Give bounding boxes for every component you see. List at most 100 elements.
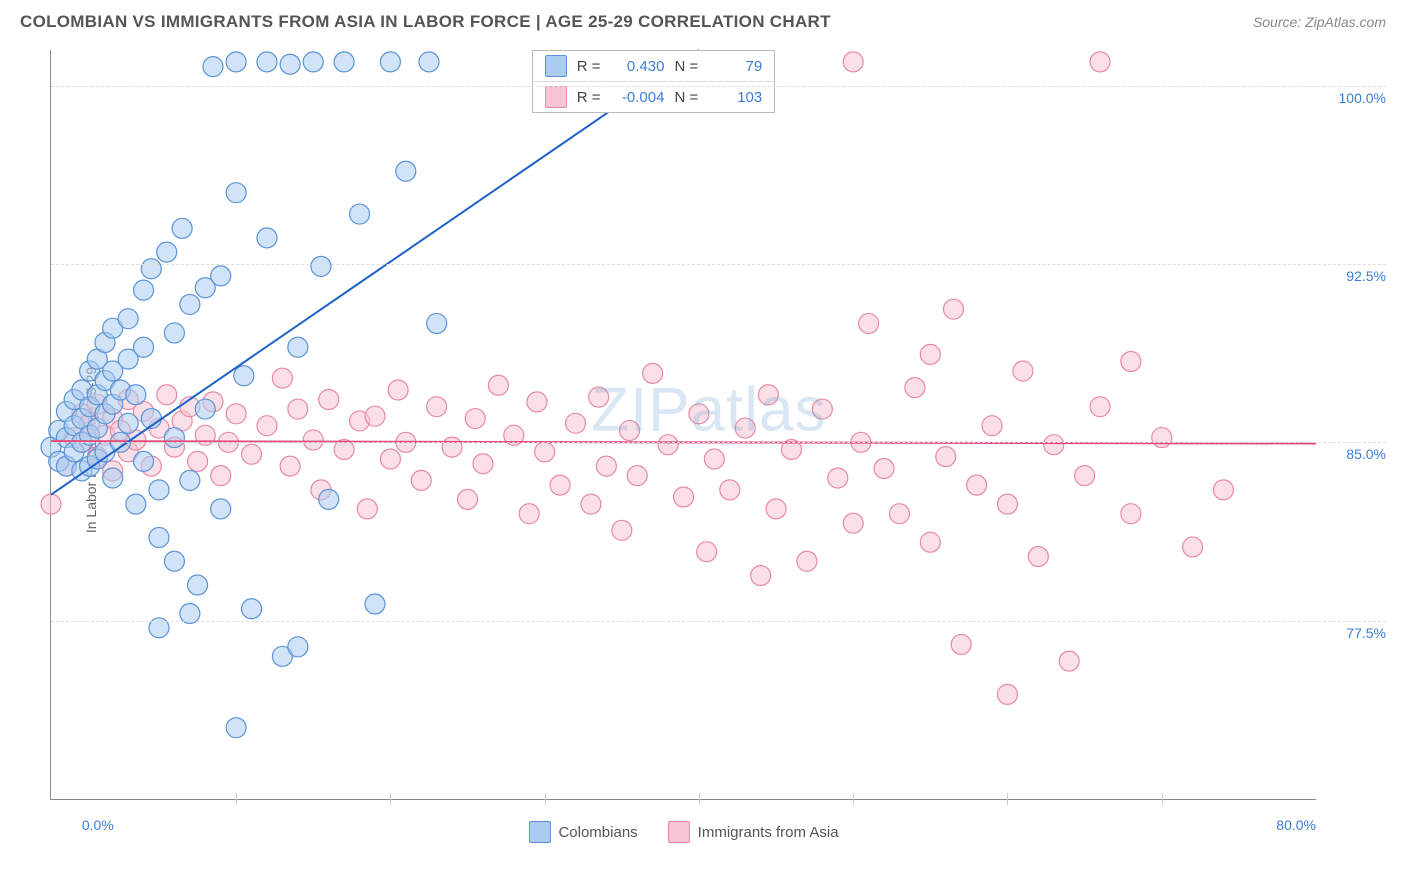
n-label: N = bbox=[674, 58, 698, 75]
point-asia bbox=[967, 475, 987, 495]
point-asia bbox=[303, 430, 323, 450]
y-tick-label: 100.0% bbox=[1331, 90, 1386, 106]
x-tick bbox=[853, 793, 854, 805]
point-asia bbox=[465, 409, 485, 429]
point-asia bbox=[1028, 546, 1048, 566]
point-colombians bbox=[134, 337, 154, 357]
point-asia bbox=[627, 466, 647, 486]
point-colombians bbox=[118, 413, 138, 433]
point-asia bbox=[943, 299, 963, 319]
point-colombians bbox=[311, 256, 331, 276]
point-colombians bbox=[427, 313, 447, 333]
point-asia bbox=[735, 418, 755, 438]
point-asia bbox=[427, 397, 447, 417]
swatch-colombians-icon bbox=[528, 821, 550, 843]
gridline-h bbox=[51, 621, 1386, 622]
stats-legend-box: R = 0.430 N = 79 R = -0.004 N = 103 bbox=[532, 50, 776, 113]
point-asia bbox=[843, 513, 863, 533]
point-asia bbox=[41, 494, 61, 514]
point-colombians bbox=[419, 52, 439, 72]
point-colombians bbox=[257, 52, 277, 72]
point-asia bbox=[704, 449, 724, 469]
point-colombians bbox=[118, 309, 138, 329]
point-asia bbox=[458, 489, 478, 509]
point-colombians bbox=[134, 280, 154, 300]
point-asia bbox=[797, 551, 817, 571]
point-colombians bbox=[149, 527, 169, 547]
point-asia bbox=[1075, 466, 1095, 486]
point-colombians bbox=[234, 366, 254, 386]
x-tick-label: 0.0% bbox=[82, 799, 114, 833]
point-asia bbox=[1213, 480, 1233, 500]
legend-item-colombians: Colombians bbox=[528, 821, 637, 843]
point-colombians bbox=[149, 480, 169, 500]
point-colombians bbox=[226, 183, 246, 203]
gridline-h bbox=[51, 264, 1386, 265]
point-asia bbox=[1013, 361, 1033, 381]
point-asia bbox=[226, 404, 246, 424]
point-colombians bbox=[180, 470, 200, 490]
point-colombians bbox=[350, 204, 370, 224]
point-asia bbox=[157, 385, 177, 405]
x-tick-label: 80.0% bbox=[1276, 799, 1316, 833]
point-asia bbox=[751, 565, 771, 585]
x-tick bbox=[390, 793, 391, 805]
point-colombians bbox=[211, 266, 231, 286]
y-tick-label: 77.5% bbox=[1338, 625, 1386, 641]
point-asia bbox=[766, 499, 786, 519]
point-asia bbox=[843, 52, 863, 72]
scatter-svg bbox=[51, 50, 1316, 799]
point-asia bbox=[280, 456, 300, 476]
r-label: R = bbox=[577, 58, 601, 75]
source-label: Source: ZipAtlas.com bbox=[1253, 14, 1386, 30]
point-asia bbox=[1152, 428, 1172, 448]
point-colombians bbox=[157, 242, 177, 262]
r-value-a: 0.430 bbox=[608, 58, 664, 75]
point-asia bbox=[527, 392, 547, 412]
point-colombians bbox=[226, 52, 246, 72]
point-asia bbox=[357, 499, 377, 519]
swatch-asia-icon bbox=[545, 86, 567, 108]
legend-label-a: Colombians bbox=[558, 824, 637, 841]
point-colombians bbox=[380, 52, 400, 72]
n-value-b: 103 bbox=[706, 89, 762, 106]
point-asia bbox=[828, 468, 848, 488]
y-tick-label: 92.5% bbox=[1338, 268, 1386, 284]
x-tick bbox=[236, 793, 237, 805]
r-label: R = bbox=[577, 89, 601, 106]
point-colombians bbox=[365, 594, 385, 614]
point-asia bbox=[620, 420, 640, 440]
point-asia bbox=[1183, 537, 1203, 557]
point-colombians bbox=[134, 451, 154, 471]
point-asia bbox=[596, 456, 616, 476]
chart-area: In Labor Force | Age 25-29 R = 0.430 N =… bbox=[0, 40, 1406, 860]
point-colombians bbox=[188, 575, 208, 595]
point-asia bbox=[188, 451, 208, 471]
point-colombians bbox=[280, 54, 300, 74]
point-asia bbox=[581, 494, 601, 514]
r-value-b: -0.004 bbox=[608, 89, 664, 106]
point-colombians bbox=[195, 399, 215, 419]
point-colombians bbox=[180, 294, 200, 314]
legend-label-b: Immigrants from Asia bbox=[698, 824, 839, 841]
point-asia bbox=[1044, 435, 1064, 455]
point-asia bbox=[951, 634, 971, 654]
point-asia bbox=[658, 435, 678, 455]
point-asia bbox=[550, 475, 570, 495]
stats-row-colombians: R = 0.430 N = 79 bbox=[533, 51, 775, 82]
point-colombians bbox=[164, 428, 184, 448]
point-colombians bbox=[257, 228, 277, 248]
point-asia bbox=[272, 368, 292, 388]
x-tick bbox=[545, 793, 546, 805]
point-asia bbox=[889, 504, 909, 524]
x-tick bbox=[1162, 793, 1163, 805]
point-colombians bbox=[396, 161, 416, 181]
point-asia bbox=[1090, 52, 1110, 72]
legend-item-asia: Immigrants from Asia bbox=[668, 821, 839, 843]
point-asia bbox=[411, 470, 431, 490]
point-asia bbox=[211, 466, 231, 486]
bottom-legend: Colombians Immigrants from Asia bbox=[528, 821, 838, 843]
point-asia bbox=[589, 387, 609, 407]
point-asia bbox=[859, 313, 879, 333]
y-tick-label: 85.0% bbox=[1338, 446, 1386, 462]
